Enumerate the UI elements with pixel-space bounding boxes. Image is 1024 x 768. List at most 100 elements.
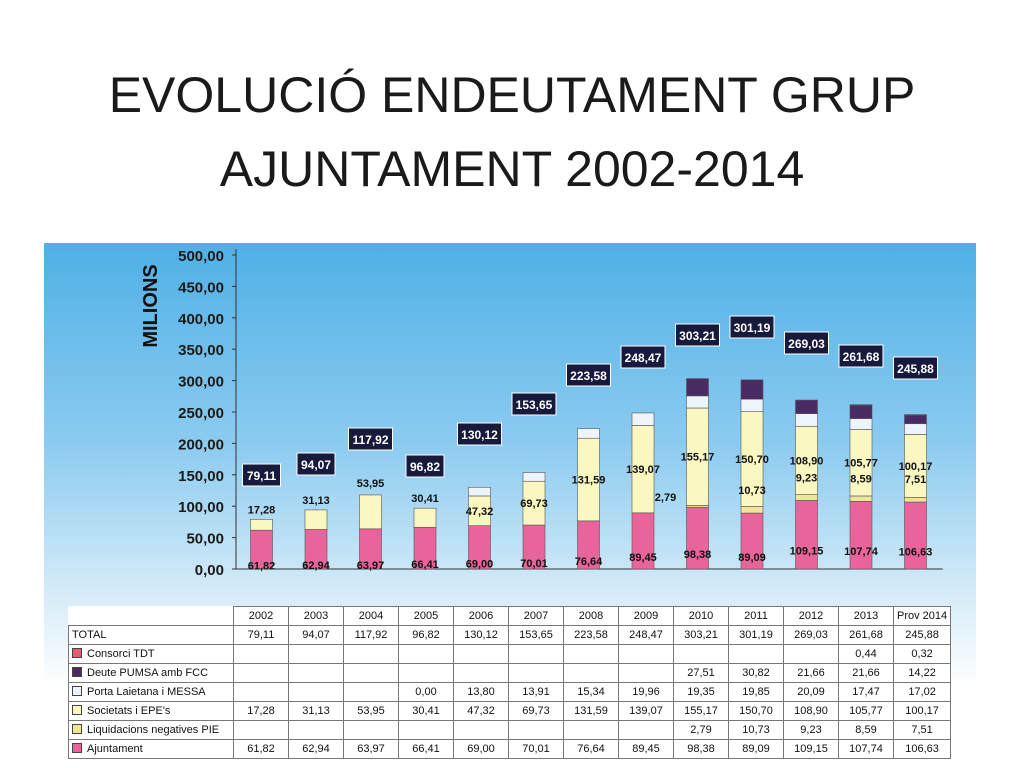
table-cell: 30,82	[728, 663, 784, 683]
category-cell: 2007	[508, 606, 564, 626]
societats-value-label: 31,13	[302, 495, 330, 507]
societats-value-label: 108,90	[790, 455, 824, 467]
table-cell: 108,90	[783, 701, 839, 721]
table-cell	[398, 644, 454, 664]
table-cell	[343, 663, 399, 683]
table-cell: 76,64	[563, 739, 619, 759]
total-label: 248,47	[625, 351, 662, 365]
table-cell: 139,07	[618, 701, 674, 721]
table-cell: 130,12	[453, 625, 509, 645]
bar-segment	[686, 395, 709, 409]
total-label: 269,03	[788, 337, 825, 351]
legend-label: Porta Laietana i MESSA	[87, 686, 206, 698]
liquidacions-value-label: 2,79	[655, 492, 676, 504]
table-cell	[563, 720, 619, 740]
category-cell: 2012	[783, 606, 839, 626]
slide-title: EVOLUCIÓ ENDEUTAMENT GRUP AJUNTAMENT 200…	[0, 58, 1024, 206]
category-cell: 2011	[728, 606, 784, 626]
table-cell: 96,82	[398, 625, 454, 645]
data-table: 2002 2003 2004 2005 2006 2007 2008 2009 2010 2011…	[68, 606, 952, 759]
table-cell	[618, 663, 674, 683]
legend-label: Liquidacions negatives PIE	[87, 724, 220, 736]
bar-segment	[577, 428, 600, 439]
y-tick-label: 200,00	[178, 436, 224, 453]
table-cell: 117,92	[343, 625, 399, 645]
bar-segment	[904, 414, 927, 425]
table-row: TOTAL 79,11 94,07 117,92 96,82 130,12 153,65 22…	[68, 625, 952, 645]
table-cell: 150,70	[728, 701, 784, 721]
category-cell: 2003	[288, 606, 344, 626]
liquidacions-value-label: 7,51	[905, 474, 926, 486]
ajuntament-value-label: 106,63	[899, 547, 933, 559]
total-label: 94,07	[301, 458, 331, 472]
table-cell: 62,94	[288, 739, 344, 759]
table-cell	[398, 663, 454, 683]
table-cell: 19,96	[618, 682, 674, 702]
table-cell: 13,80	[453, 682, 509, 702]
total-box	[566, 363, 611, 387]
table-cell: 245,88	[892, 625, 952, 645]
y-tick-label: 250,00	[178, 405, 224, 422]
table-cell: 94,07	[288, 625, 344, 645]
table-row: Porta Laietana i MESSA 0,00 13,80 13,91 15,3…	[68, 682, 952, 702]
total-label: 301,19	[734, 321, 771, 335]
legend-label: Deute PUMSA amb FCC	[87, 667, 209, 679]
ajuntament-value-label: 89,45	[629, 552, 657, 564]
total-box	[457, 422, 502, 446]
total-label: 96,82	[410, 460, 440, 474]
y-tick-label: 0,00	[195, 562, 224, 579]
table-cell	[288, 644, 344, 664]
bar-segment	[740, 379, 764, 400]
ajuntament-value-label: 69,00	[466, 558, 494, 570]
table-cell	[288, 663, 344, 683]
ajuntament-value-label: 66,41	[411, 559, 439, 571]
total-box	[242, 463, 281, 487]
ajuntament-value-label: 63,97	[357, 560, 385, 572]
table-cell: 69,73	[508, 701, 564, 721]
table-cell: 8,59	[838, 720, 894, 740]
table-cell: 14,22	[892, 663, 952, 683]
table-cell	[233, 682, 289, 702]
table-cell: 0,44	[838, 644, 894, 664]
table-cell: 17,47	[838, 682, 894, 702]
title-line-2: AJUNTAMENT 2002-2014	[219, 141, 805, 197]
table-cell	[508, 663, 564, 683]
table-cell: 13,91	[508, 682, 564, 702]
table-cell: 7,51	[892, 720, 952, 740]
table-cell: 100,17	[892, 701, 952, 721]
table-cell: 131,59	[563, 701, 619, 721]
table-cell: 107,74	[838, 739, 894, 759]
table-cell: 153,65	[508, 625, 564, 645]
bar-segment	[904, 414, 927, 416]
header-corner-cell	[69, 607, 234, 626]
table-cell: 15,34	[563, 682, 619, 702]
table-cell	[563, 644, 619, 664]
category-cell: 2002	[233, 606, 289, 626]
table-cell: 303,21	[673, 625, 729, 645]
table-cell: 269,03	[783, 625, 839, 645]
bar-segment	[849, 495, 873, 502]
legend-swatch	[72, 667, 82, 677]
total-box	[296, 452, 336, 476]
row-label: Consorci TDT	[68, 644, 234, 664]
total-label: 261,68	[843, 350, 880, 364]
table-cell: 17,28	[233, 701, 289, 721]
table-cell	[288, 682, 344, 702]
y-tick-label: 400,00	[178, 311, 224, 328]
table-cell	[343, 682, 399, 702]
table-cell	[343, 720, 399, 740]
table-cell	[728, 644, 784, 664]
table-cell	[233, 720, 289, 740]
total-label: 130,12	[461, 428, 498, 442]
legend-label: Ajuntament	[87, 743, 143, 755]
bar-segment	[849, 404, 873, 419]
total-box	[893, 356, 938, 380]
bar-segment	[250, 519, 273, 531]
societats-value-label: 139,07	[626, 464, 660, 476]
table-cell: 105,77	[838, 701, 894, 721]
table-cell: 89,45	[618, 739, 674, 759]
table-cell	[783, 644, 839, 664]
table-cell: 70,01	[508, 739, 564, 759]
table-cell	[508, 644, 564, 664]
table-cell	[453, 720, 509, 740]
